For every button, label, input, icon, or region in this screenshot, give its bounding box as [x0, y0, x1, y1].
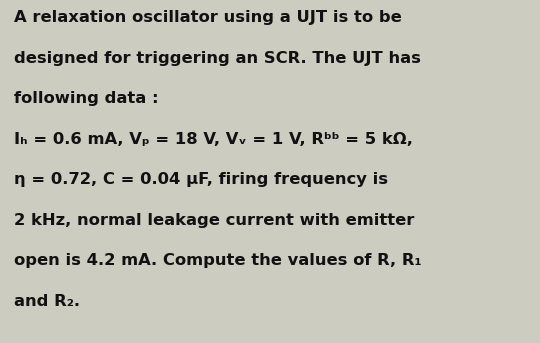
Text: and R₂.: and R₂. — [14, 294, 79, 309]
Text: Iₕ = 0.6 mA, Vₚ = 18 V, Vᵥ = 1 V, Rᵇᵇ = 5 kΩ,: Iₕ = 0.6 mA, Vₚ = 18 V, Vᵥ = 1 V, Rᵇᵇ = … — [14, 132, 413, 147]
Text: open is 4.2 mA. Compute the values of R, R₁: open is 4.2 mA. Compute the values of R,… — [14, 253, 421, 268]
Text: following data :: following data : — [14, 91, 158, 106]
Text: η = 0.72, C = 0.04 μF, firing frequency is: η = 0.72, C = 0.04 μF, firing frequency … — [14, 172, 388, 187]
Text: 2 kHz, normal leakage current with emitter: 2 kHz, normal leakage current with emitt… — [14, 213, 414, 228]
Text: designed for triggering an SCR. The UJT has: designed for triggering an SCR. The UJT … — [14, 51, 420, 66]
Text: A relaxation oscillator using a UJT is to be: A relaxation oscillator using a UJT is t… — [14, 10, 401, 25]
